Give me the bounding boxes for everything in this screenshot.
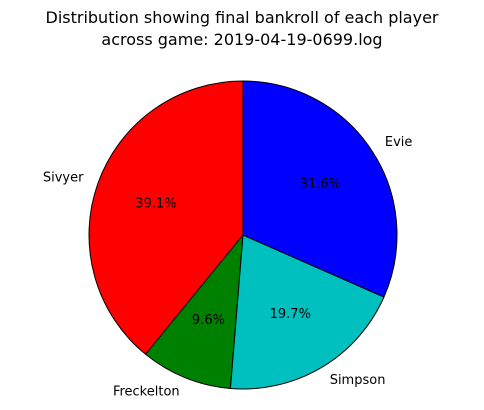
- pie-slices: [88, 80, 398, 390]
- chart-title-line-2: across game: 2019-04-19-0699.log: [101, 30, 383, 49]
- pie-percent-label-evie: 31.6%: [300, 177, 341, 192]
- pie-category-label-sivyer: Sivyer: [43, 171, 84, 186]
- pie-slice-freckelton: [145, 234, 244, 389]
- pie-slice-sivyer: [88, 80, 244, 355]
- pie-percent-label-simpson: 19.7%: [270, 307, 311, 322]
- pie-category-labels: Sivyer Freckelton Simpson Evie: [43, 135, 413, 400]
- pie-percent-label-sivyer: 39.1%: [135, 196, 176, 211]
- pie-category-label-freckelton: Freckelton: [113, 385, 180, 400]
- chart-title-line-1: Distribution showing final bankroll of e…: [45, 8, 439, 27]
- pie-slice-simpson: [229, 234, 385, 390]
- pie-percent-labels: 39.1% 9.6% 19.7% 31.6%: [135, 177, 341, 328]
- pie-percent-label-freckelton: 9.6%: [192, 313, 225, 328]
- pie-category-label-simpson: Simpson: [330, 373, 386, 388]
- pie-category-label-evie: Evie: [385, 135, 413, 150]
- pie-slice-evie: [242, 80, 398, 298]
